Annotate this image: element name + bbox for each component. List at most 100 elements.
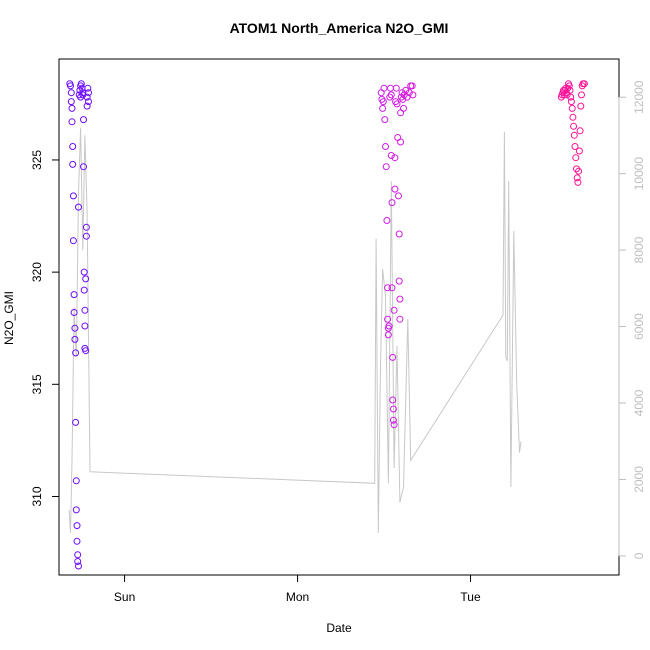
- x-tick-label: Mon: [286, 590, 309, 604]
- x-tick-label: Tue: [460, 590, 481, 604]
- data-point: [75, 203, 82, 211]
- data-point: [389, 353, 397, 361]
- data-point: [572, 154, 580, 162]
- data-point: [68, 104, 76, 112]
- data-point: [388, 199, 396, 207]
- data-point: [570, 122, 578, 130]
- data-point: [75, 562, 82, 570]
- data-point: [382, 143, 389, 150]
- data-point: [80, 116, 87, 124]
- altitude-line-layer: [68, 127, 522, 534]
- data-point: [84, 84, 92, 92]
- points-layer: [66, 80, 588, 570]
- data-point: [71, 335, 79, 343]
- data-point: [80, 163, 87, 171]
- data-point: [384, 284, 392, 292]
- data-point: [67, 89, 75, 97]
- data-point: [570, 131, 578, 139]
- data-point: [405, 89, 413, 97]
- data-point: [566, 86, 574, 94]
- data-point: [387, 84, 394, 92]
- data-point: [67, 82, 74, 90]
- data-point: [408, 82, 416, 90]
- data-point: [72, 477, 80, 485]
- y2-tick-label: 12000: [632, 80, 646, 114]
- data-point: [568, 104, 576, 112]
- data-point: [377, 89, 385, 97]
- data-point: [397, 109, 405, 117]
- data-point: [571, 143, 579, 150]
- data-point: [390, 306, 398, 314]
- data-point: [80, 268, 88, 276]
- y-tick-label: 310: [30, 486, 44, 506]
- data-point: [383, 217, 391, 224]
- data-point: [379, 98, 387, 106]
- data-point: [395, 192, 402, 200]
- data-point: [385, 322, 393, 330]
- data-point: [83, 102, 91, 110]
- data-point: [82, 275, 90, 283]
- data-point: [71, 324, 79, 332]
- data-point: [67, 98, 75, 106]
- data-point: [77, 93, 85, 101]
- data-point: [82, 347, 90, 355]
- data-point: [70, 291, 78, 299]
- data-point: [569, 113, 577, 121]
- data-point: [387, 91, 395, 99]
- data-point: [576, 127, 584, 135]
- data-point: [578, 91, 585, 99]
- data-point: [79, 89, 87, 97]
- data-point: [72, 506, 80, 514]
- data-point: [400, 104, 407, 112]
- chart-title: ATOM1 North_America N2O_GMI: [230, 20, 449, 36]
- data-point: [402, 86, 410, 94]
- data-point: [391, 154, 399, 162]
- y-axis-label: N2O_GMI: [2, 291, 16, 345]
- data-point: [82, 232, 90, 240]
- data-point: [69, 143, 77, 150]
- data-point: [395, 230, 403, 238]
- data-point: [574, 178, 582, 186]
- data-point: [74, 558, 82, 565]
- data-point: [82, 223, 90, 231]
- data-point: [384, 315, 392, 323]
- y2-tick-label: 2000: [632, 466, 646, 493]
- altitude-line: [68, 127, 522, 534]
- x-axis: Sun Mon Tue: [114, 574, 481, 604]
- data-point: [72, 349, 80, 357]
- data-point: [575, 147, 583, 155]
- data-point: [388, 284, 396, 292]
- data-point: [69, 192, 77, 200]
- data-point: [567, 93, 575, 101]
- data-point: [395, 277, 403, 285]
- data-point: [396, 295, 404, 303]
- data-point: [80, 286, 88, 294]
- data-point: [567, 98, 575, 106]
- data-point: [396, 315, 404, 323]
- data-point: [73, 522, 81, 530]
- data-point: [560, 91, 568, 99]
- data-point: [379, 104, 387, 112]
- data-point: [391, 185, 399, 193]
- data-point: [72, 418, 80, 426]
- y-tick-label: 320: [30, 262, 44, 282]
- data-point: [393, 100, 401, 108]
- data-point: [70, 309, 78, 316]
- data-point: [81, 322, 89, 330]
- data-point: [398, 89, 406, 97]
- y2-tick-label: 0: [632, 552, 646, 559]
- data-point: [392, 84, 400, 92]
- data-point: [74, 551, 82, 559]
- data-point: [382, 163, 390, 171]
- y-tick-label: 325: [30, 150, 44, 170]
- data-point: [85, 98, 92, 106]
- y2-axis: 0 2000 4000 6000 8000 10000 12000: [618, 80, 646, 559]
- data-point: [73, 537, 81, 545]
- y2-tick-label: 4000: [632, 389, 646, 416]
- data-point: [573, 174, 581, 182]
- data-point: [69, 237, 77, 245]
- data-point: [389, 416, 397, 424]
- data-point: [390, 421, 398, 429]
- data-point: [575, 167, 583, 175]
